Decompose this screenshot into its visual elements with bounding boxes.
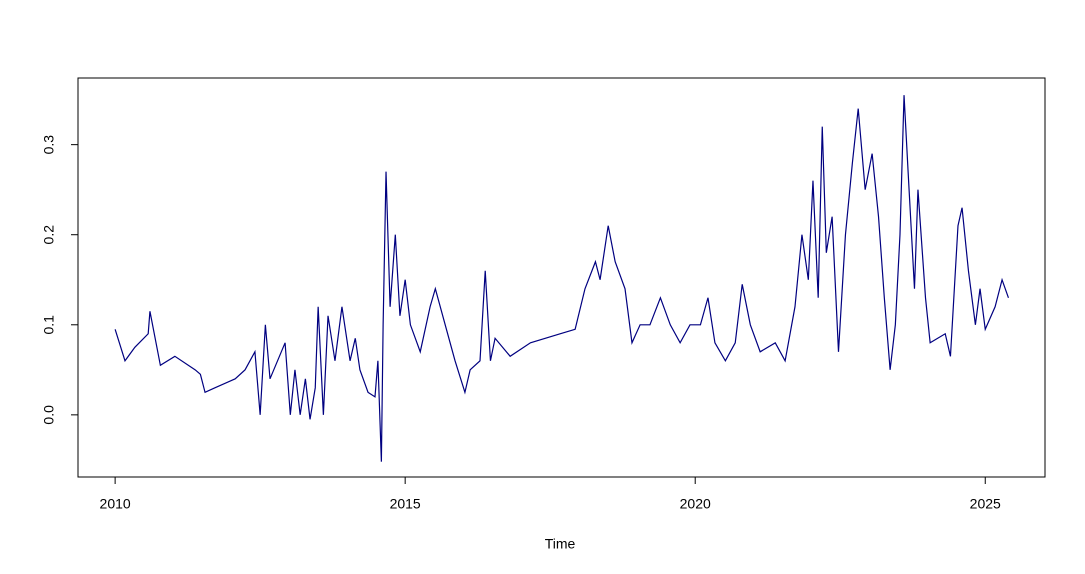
y-tick-label: 0.2 xyxy=(41,225,57,245)
x-axis-label: Time xyxy=(545,536,576,552)
series-line xyxy=(114,95,1010,462)
x-tick-label: 2020 xyxy=(680,496,711,512)
y-tick-label: 0.1 xyxy=(41,315,57,335)
x-tick-label: 2015 xyxy=(390,496,421,512)
x-tick-label: 2010 xyxy=(100,496,131,512)
y-tick-label: 0.0 xyxy=(41,405,57,425)
y-tick-label: 0.3 xyxy=(41,135,57,155)
x-tick-label: 2025 xyxy=(970,496,1001,512)
plot-box xyxy=(77,77,1046,478)
